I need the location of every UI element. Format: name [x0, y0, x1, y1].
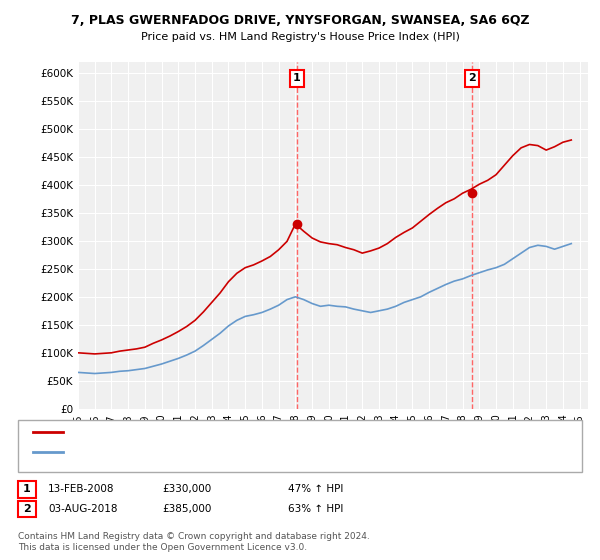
Text: 7, PLAS GWERNFADOG DRIVE, YNYSFORGAN, SWANSEA, SA6 6QZ (detached house): 7, PLAS GWERNFADOG DRIVE, YNYSFORGAN, SW… — [69, 427, 479, 437]
Text: 7, PLAS GWERNFADOG DRIVE, YNYSFORGAN, SWANSEA, SA6 6QZ: 7, PLAS GWERNFADOG DRIVE, YNYSFORGAN, SW… — [71, 14, 529, 27]
Text: 13-FEB-2008: 13-FEB-2008 — [48, 484, 115, 494]
Text: 47% ↑ HPI: 47% ↑ HPI — [288, 484, 343, 494]
Text: Contains HM Land Registry data © Crown copyright and database right 2024.: Contains HM Land Registry data © Crown c… — [18, 532, 370, 541]
Text: 2: 2 — [23, 504, 31, 514]
Text: 2: 2 — [469, 73, 476, 83]
Text: This data is licensed under the Open Government Licence v3.0.: This data is licensed under the Open Gov… — [18, 543, 307, 552]
Text: 03-AUG-2018: 03-AUG-2018 — [48, 504, 118, 514]
Text: 1: 1 — [293, 73, 301, 83]
Text: 63% ↑ HPI: 63% ↑ HPI — [288, 504, 343, 514]
Text: HPI: Average price, detached house, Swansea: HPI: Average price, detached house, Swan… — [69, 447, 293, 458]
Text: £330,000: £330,000 — [162, 484, 211, 494]
Text: Price paid vs. HM Land Registry's House Price Index (HPI): Price paid vs. HM Land Registry's House … — [140, 32, 460, 43]
Text: £385,000: £385,000 — [162, 504, 211, 514]
Text: 1: 1 — [23, 484, 31, 494]
